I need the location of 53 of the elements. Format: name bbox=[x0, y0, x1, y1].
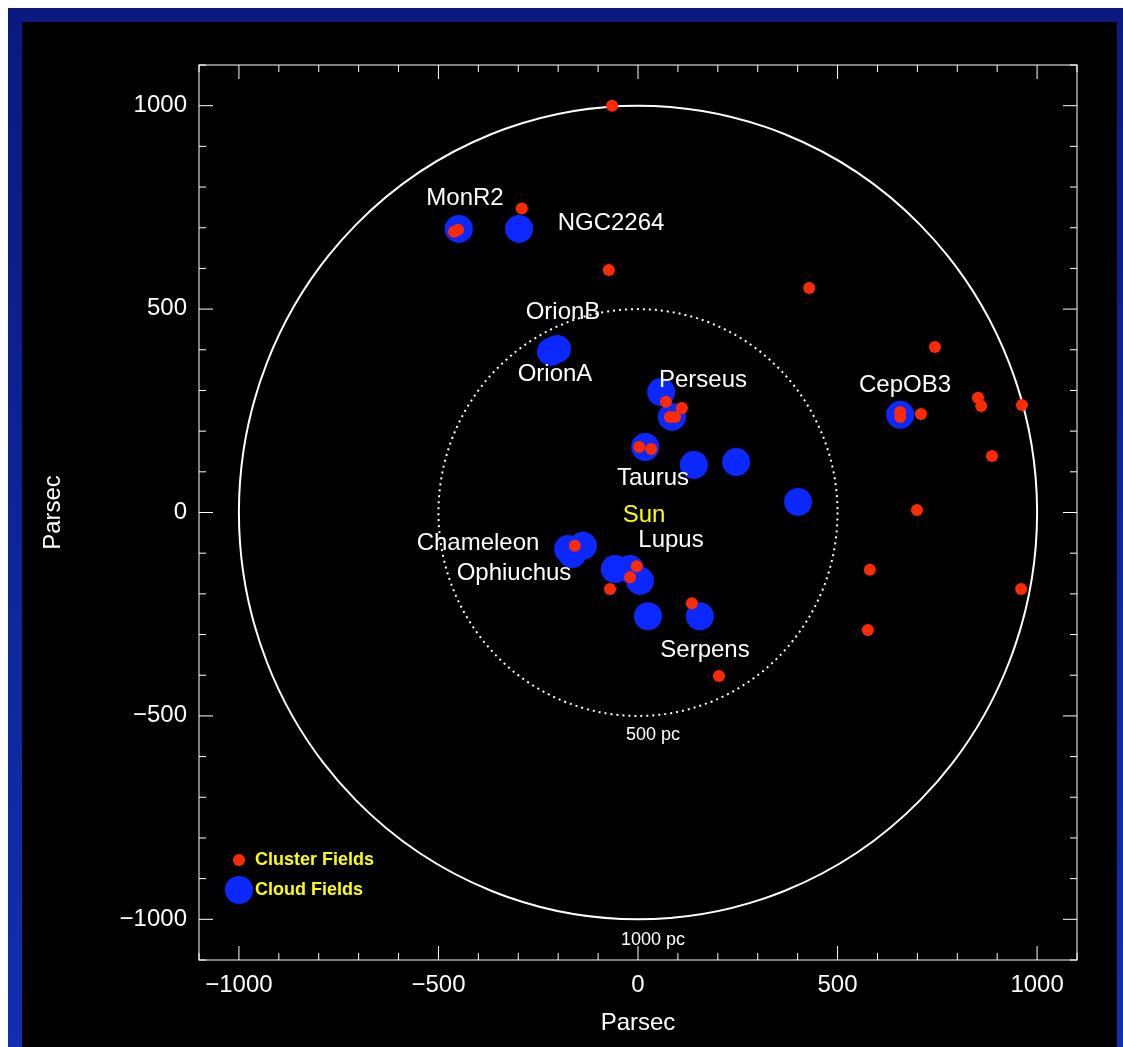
point bbox=[624, 571, 637, 584]
point bbox=[722, 448, 751, 477]
annotation: CepOB3 bbox=[858, 370, 952, 398]
legend-label: Cluster Fields bbox=[255, 848, 375, 869]
y-tick-label: −1000 bbox=[119, 903, 187, 931]
y-tick-label: 0 bbox=[173, 496, 187, 524]
annotation: NGC2264 bbox=[557, 208, 665, 236]
point bbox=[863, 563, 876, 576]
point bbox=[675, 401, 688, 414]
point bbox=[985, 449, 998, 462]
annotation: OrionA bbox=[517, 359, 593, 387]
annotation: Perseus bbox=[658, 365, 748, 393]
point bbox=[685, 597, 698, 610]
x-tick-label: 0 bbox=[631, 970, 645, 997]
annotation: Taurus bbox=[616, 463, 690, 491]
point bbox=[604, 582, 617, 595]
point bbox=[784, 487, 813, 516]
x-axis-title: Parsec bbox=[600, 1008, 676, 1035]
annotation: MonR2 bbox=[426, 183, 504, 211]
point bbox=[975, 399, 988, 412]
point bbox=[803, 281, 816, 294]
annotation: 500 pc bbox=[625, 723, 681, 744]
point bbox=[633, 602, 662, 631]
point bbox=[606, 99, 619, 112]
point bbox=[910, 504, 923, 517]
y-tick-label: 500 bbox=[146, 293, 187, 321]
point bbox=[1015, 582, 1028, 595]
point bbox=[505, 214, 534, 243]
annotation: 1000 pc bbox=[620, 928, 686, 949]
point bbox=[1015, 399, 1028, 412]
point bbox=[861, 624, 874, 637]
x-tick-label: −1000 bbox=[205, 970, 273, 997]
point bbox=[914, 408, 927, 421]
x-tick-label: −500 bbox=[411, 970, 466, 997]
x-tick-label: 500 bbox=[817, 970, 858, 997]
annotation: Lupus bbox=[638, 525, 704, 553]
annotation: Chameleon bbox=[416, 528, 540, 556]
point bbox=[515, 202, 528, 215]
y-axis-title: Parsec bbox=[38, 475, 65, 550]
point bbox=[659, 395, 672, 408]
point bbox=[685, 602, 714, 631]
point bbox=[713, 670, 726, 683]
legend-label: Cloud Fields bbox=[255, 878, 363, 899]
annotation: Serpens bbox=[660, 635, 750, 663]
point bbox=[568, 539, 581, 552]
x-tick-label: 1000 bbox=[1010, 970, 1064, 997]
y-tick-label: 1000 bbox=[133, 90, 187, 118]
point bbox=[602, 264, 615, 277]
point bbox=[928, 340, 941, 353]
y-tick-label: −500 bbox=[132, 700, 187, 728]
annotation: OrionB bbox=[525, 297, 601, 325]
annotation: Ophiuchus bbox=[456, 558, 572, 586]
annotation: Sun bbox=[622, 500, 666, 528]
